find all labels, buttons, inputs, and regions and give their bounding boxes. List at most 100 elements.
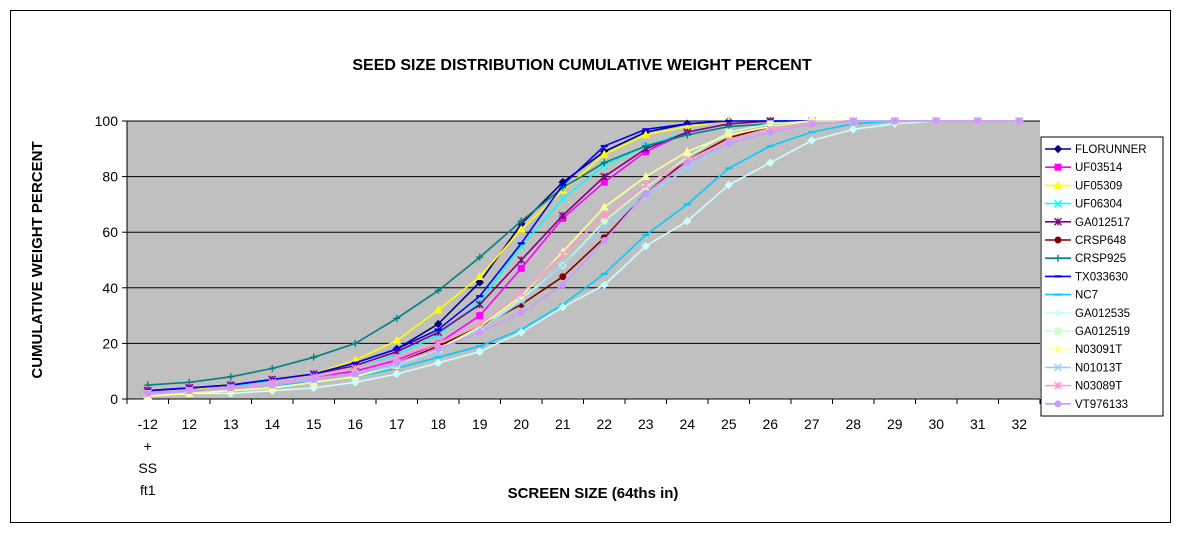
data-point-vt976133 [1015, 117, 1023, 125]
legend-marker-crsp925 [1054, 254, 1062, 262]
legend-marker-ga012517 [1054, 217, 1062, 226]
x-tick-label: 28 [845, 416, 861, 432]
x-tick-label: -12 [138, 416, 158, 432]
legend-marker-vt976133 [1054, 400, 1062, 408]
legend-label-ga012519: GA012519 [1075, 326, 1130, 338]
data-point-vt976133 [476, 328, 484, 336]
series-line-ga012535 [147, 120, 1020, 397]
legend-label-ga012535: GA012535 [1075, 308, 1130, 320]
y-axis-label: CUMULATIVE WEIGHT PERCENT [29, 141, 46, 378]
data-point-vt976133 [268, 381, 276, 389]
data-point-ga012535 [641, 241, 650, 251]
data-point-n01013t [683, 164, 692, 173]
x-tick-label: SS [138, 460, 157, 476]
legend-label-uf06304: UF06304 [1075, 199, 1123, 211]
legend-label-n03091t: N03091T [1075, 344, 1122, 356]
data-point-ga012535 [849, 125, 858, 134]
data-point-ga012535 [558, 303, 567, 312]
data-point-ga012535 [517, 328, 526, 337]
data-point-ga012517 [517, 256, 526, 264]
legend-marker-n03091t [1053, 344, 1063, 353]
x-tick-label: 32 [1011, 416, 1027, 432]
data-point-uf05309 [475, 272, 485, 280]
data-point-crsp925 [683, 131, 691, 139]
data-point-crsp925 [642, 142, 650, 150]
data-point-ga012535 [351, 378, 360, 387]
x-tick-label: 22 [596, 416, 612, 432]
data-point-uf05309 [516, 224, 526, 233]
data-point-n01013t [517, 297, 526, 306]
data-point-vt976133 [310, 376, 318, 384]
data-point-vt976133 [932, 117, 940, 125]
x-tick-label: 16 [347, 416, 363, 432]
data-point-ga012535 [807, 136, 816, 145]
legend-label-uf05309: UF05309 [1075, 180, 1122, 192]
y-tick-label: 20 [102, 335, 118, 351]
data-point-crsp925 [351, 339, 359, 347]
data-point-ga012535 [434, 358, 443, 368]
series-line-vt976133 [147, 120, 1020, 395]
data-point-vt976133 [683, 159, 691, 167]
data-point-n03091t [641, 172, 651, 180]
data-point-ga012535 [392, 369, 401, 379]
plot-background [127, 121, 1040, 399]
data-point-vt976133 [517, 309, 525, 317]
x-tick-label: 29 [887, 416, 903, 432]
data-point-vt976133 [227, 384, 235, 392]
x-tick-label: 23 [638, 416, 654, 432]
data-point-florunner [434, 319, 443, 329]
legend-label-crsp648: CRSP648 [1075, 235, 1126, 247]
legend-label-tx033630: TX033630 [1075, 271, 1128, 283]
x-tick-label: 30 [928, 416, 944, 432]
series-line-nc7 [147, 120, 1020, 395]
data-point-uf06304 [558, 194, 567, 203]
data-point-vt976133 [393, 359, 401, 367]
data-point-vt976133 [642, 189, 650, 197]
legend-marker-uf06304 [1054, 199, 1062, 208]
data-point-crsp925 [144, 381, 152, 389]
data-point-vt976133 [849, 117, 857, 125]
x-axis-label: SCREEN SIZE (64ths in) [508, 485, 679, 502]
x-tick-label: 31 [970, 416, 986, 432]
legend-label-uf03514: UF03514 [1075, 162, 1123, 174]
data-point-crsp925 [185, 378, 193, 386]
data-point-n01013t [558, 261, 567, 270]
legend-label-crsp925: CRSP925 [1075, 253, 1126, 265]
legend-marker-crsp648 [1054, 236, 1062, 244]
y-tick-label: 80 [102, 169, 118, 185]
y-tick-label: 100 [95, 113, 119, 129]
x-tick-label: 12 [181, 416, 197, 432]
legend-label-ga012517: GA012517 [1075, 217, 1130, 229]
data-point-vt976133 [185, 387, 193, 395]
data-point-vt976133 [974, 117, 982, 125]
data-point-crsp648 [559, 273, 567, 281]
y-tick-label: 40 [102, 280, 118, 296]
data-point-uf05309 [641, 130, 651, 139]
data-point-florunner [475, 278, 484, 287]
x-tick-label: 25 [721, 416, 737, 432]
data-point-ga012535 [683, 216, 692, 226]
legend-marker-uf05309 [1053, 180, 1063, 189]
data-point-uf03514 [476, 312, 484, 320]
data-point-ga012517 [600, 172, 609, 181]
data-point-vt976133 [891, 117, 899, 125]
data-point-n03091t [599, 202, 609, 211]
data-point-ga012535 [724, 180, 733, 190]
x-tick-label: 13 [223, 416, 239, 432]
data-point-uf03514 [517, 264, 525, 272]
legend-marker-uf03514 [1054, 163, 1062, 171]
plot-layer: 0 20 40 60 80 100 -12 + SS ft1 12 13 14 15 16 17 18 19 20 2… [95, 113, 1041, 498]
legend-marker-n03089t [1054, 381, 1062, 390]
data-point-ga012517 [558, 211, 567, 220]
x-tick-label: + [144, 438, 152, 454]
data-point-n03089t [600, 211, 609, 220]
data-point-crsp925 [393, 314, 401, 322]
data-point-n03089t [475, 319, 484, 328]
data-point-uf05309 [392, 336, 402, 344]
legend-label-florunner: FLORUNNER [1075, 144, 1147, 156]
legend-marker-ga012519 [1054, 327, 1062, 335]
data-point-crsp925 [268, 364, 276, 372]
data-point-vt976133 [808, 120, 816, 128]
data-point-vt976133 [351, 370, 359, 378]
